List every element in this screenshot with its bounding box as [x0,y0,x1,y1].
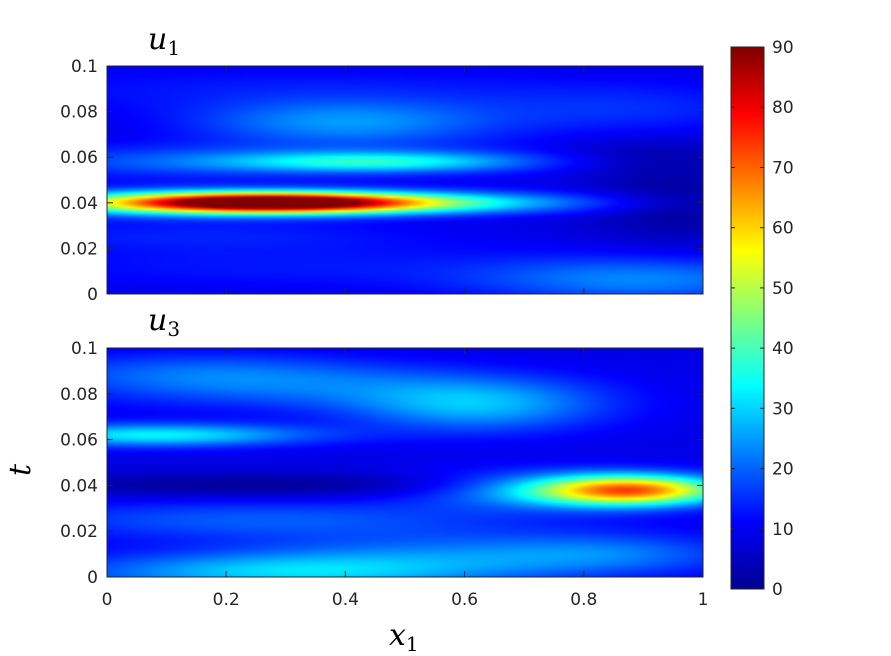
panel-u3-y-tick-label: 0 [87,568,98,588]
y-axis-label: t [3,463,38,476]
colorbar-tick-label: 90 [772,38,794,58]
panel-u1-y-tick-label: 0 [87,285,98,305]
panel-u1-y-tick-label: 0.04 [60,194,98,214]
x-tick-label: 0.6 [451,590,478,610]
colorbar: 0 10 20 30 40 50 60 70 80 90 [730,38,794,600]
panel-u3-frame [106,347,704,578]
colorbar-tick-label: 10 [772,520,794,540]
x-tick-label: 0.4 [332,590,359,610]
colorbar-tick-label: 50 [772,279,794,299]
colorbar-gradient [731,47,764,589]
panel-u1-y-tick-label: 0.06 [60,148,98,168]
panel-u1-frame [106,65,704,295]
panel-u3-y-tick-label: 0.06 [60,431,98,451]
x-axis-label: x1 [389,618,419,656]
x-tick-label: 1 [698,590,709,610]
colorbar-tick-label: 70 [772,158,794,178]
panel-u1-y-tick-label: 0.1 [71,57,98,77]
x-tick-label: 0.2 [213,590,240,610]
panel-u3-y-tick-label: 0.02 [60,522,98,542]
colorbar-tick-label: 20 [772,460,794,480]
panel-u1-y-tick-label: 0.02 [60,239,98,259]
x-tick-label: 0.8 [570,590,597,610]
panel-u3-y-ticks: 0 0.02 0.04 0.06 0.08 0.1 [60,339,704,588]
panel-u1-y-tick-label: 0.08 [60,103,98,123]
colorbar-tick-label: 80 [772,98,794,118]
panel-u1-heatmap [107,66,703,294]
panel-u3-y-tick-label: 0.04 [60,476,98,496]
panel-u3-y-tick-label: 0.08 [60,385,98,405]
x-ticks: 0 0.2 0.4 0.6 0.8 1 [102,590,709,610]
panel-u3-heatmap [107,348,703,577]
panel-u1: u1 0 0.02 0.04 0.06 0.08 0.1 [60,22,704,305]
panel-u3-y-tick-label: 0.1 [71,339,98,359]
x-tick-label: 0 [102,590,113,610]
colorbar-ticks: 0 10 20 30 40 50 60 70 80 90 [731,38,794,600]
panel-u1-title: u1 [148,22,180,60]
panel-u3-title: u3 [148,303,180,341]
colorbar-tick-label: 60 [772,219,794,239]
panel-u1-y-ticks: 0 0.02 0.04 0.06 0.08 0.1 [60,57,704,305]
colorbar-tick-label: 30 [772,399,794,419]
colorbar-tick-label: 0 [772,580,783,600]
panel-u3: u3 0 0.02 0.04 0.06 0.08 0.1 0 0.2 0.4 0.6 0.8 1 [60,303,708,610]
colorbar-frame [730,46,765,590]
colorbar-tick-label: 40 [772,339,794,359]
